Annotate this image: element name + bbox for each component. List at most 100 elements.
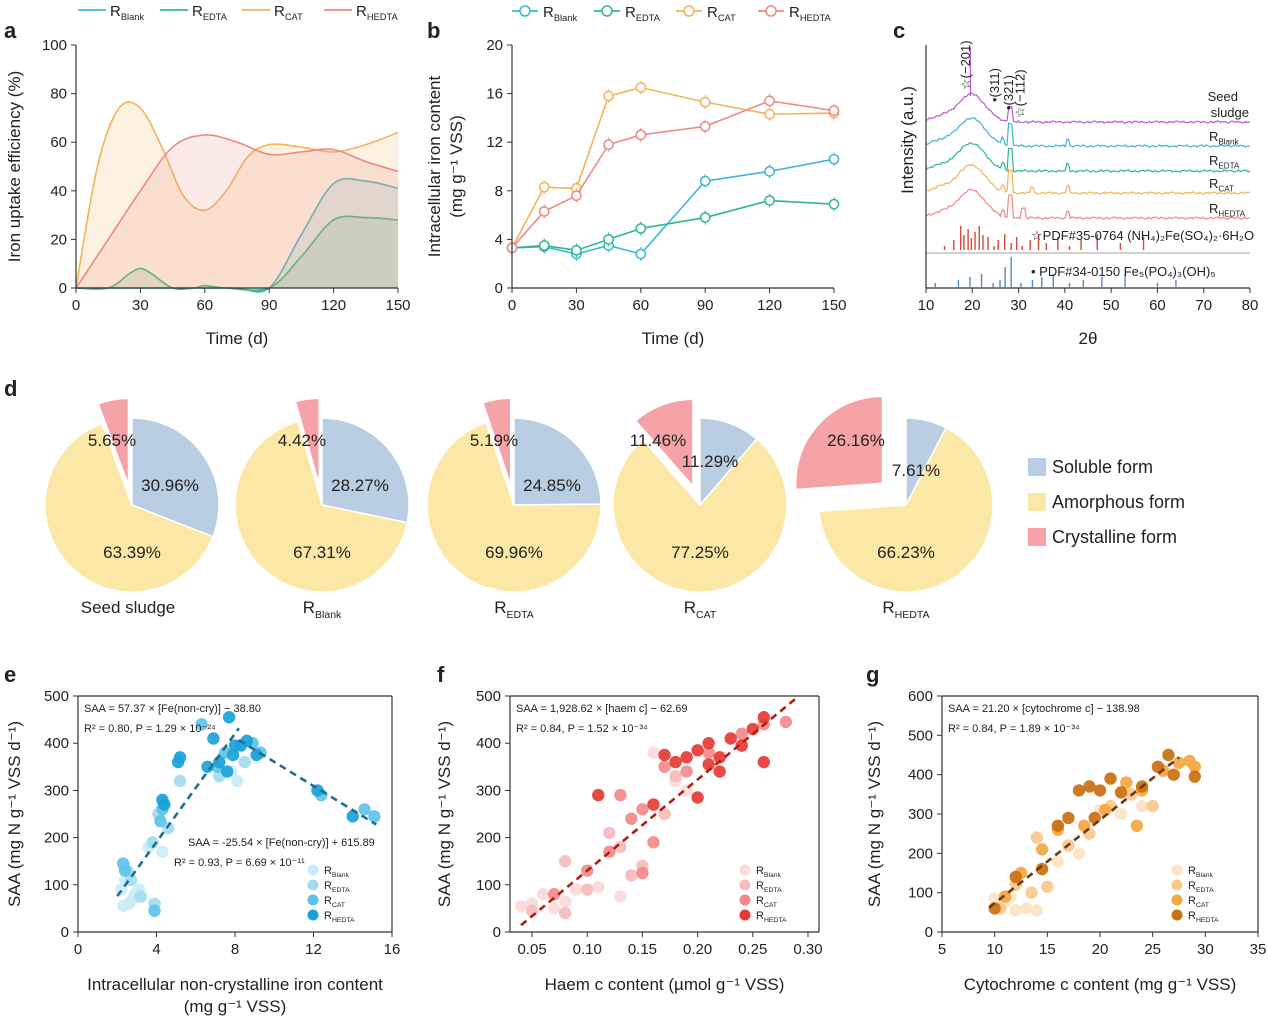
y-tick-label: 100: [44, 877, 69, 894]
x-tick-label: 0.20: [683, 941, 712, 958]
legend-label-hedta: RHEDTA: [356, 3, 398, 22]
y-tick-label: 12: [486, 134, 503, 151]
peak-label: ☆(−112): [1013, 69, 1028, 118]
data-point-edta: [828, 198, 840, 210]
scatter-point: [358, 803, 371, 816]
panel-b: 0 30 60 90 120 150 0 4 8 12 16 20 Time (d) Intracellu…: [425, 4, 847, 348]
series-line-hedta: [511, 100, 835, 249]
scatter-point: [201, 760, 214, 773]
scatter-point: [625, 869, 638, 882]
x-axis-title: Intracellular non-crystalline iron conte…: [87, 975, 383, 994]
pie-slice-soluble: [321, 417, 410, 524]
panel-c: 10 20 30 40 50 60 70 80 2θ Intensity (a.u.) ☆(−201…: [898, 40, 1258, 348]
data-point-edta: [764, 195, 775, 206]
pie-value-label: 4.42%: [278, 431, 326, 450]
x-tick-label: 5: [938, 941, 946, 958]
scatter-point: [1035, 862, 1049, 876]
x-axis-title: Time (d): [642, 329, 705, 348]
x-tick-label: 120: [321, 297, 346, 314]
x-axis-title: Haem c content (µmol g⁻¹ VSS): [545, 975, 785, 994]
scatter-point: [1135, 799, 1149, 813]
y-tick-label: 0: [59, 280, 67, 297]
legend-marker: [307, 909, 319, 921]
peak-label: ☆(−201): [958, 40, 973, 90]
reference-label-2: • PDF#34-0150 Fe₅(PO₄)₃(OH)₅: [1031, 264, 1216, 279]
panel-letter-c: c: [893, 18, 905, 43]
trace-label-seed: Seed: [1208, 89, 1238, 104]
scatter-point: [669, 755, 682, 769]
scatter-point: [1030, 831, 1044, 844]
scatter-point: [603, 826, 616, 840]
data-point-blank: [828, 153, 840, 165]
scatter-point: [1104, 772, 1117, 785]
legend-label: RBlank: [1188, 865, 1214, 879]
x-tick-label: 60: [632, 297, 649, 314]
y-tick-label: 8: [495, 183, 503, 200]
legend-marker: [307, 879, 319, 891]
x-tick-label: 8: [231, 941, 239, 958]
scatter-point: [1083, 780, 1096, 793]
scatter-point: [173, 774, 187, 788]
equation-1: SAA = 1,928.62 × [haem c] − 62.69: [516, 703, 688, 715]
scatter-point: [713, 765, 726, 778]
scatter-point: [647, 798, 660, 811]
series-line-edta: [511, 199, 835, 252]
legend-marker: [739, 894, 751, 906]
legend-marker: [739, 864, 751, 876]
fit-line: [238, 739, 377, 826]
scatter-point: [658, 748, 671, 762]
xrd-trace-0: [925, 92, 1251, 124]
panel-letter-d: d: [4, 376, 17, 401]
legend-label: REDTA: [756, 880, 782, 894]
y-axis-title: SAA (mg N g⁻¹ VSS d⁻¹): [435, 721, 454, 907]
equation-1: SAA = 57.37 × [Fe(non-cry)] − 38.80: [84, 703, 261, 715]
pie-value-label: 7.61%: [892, 461, 940, 480]
x-axis-title-2: (mg g⁻¹ VSS): [184, 997, 287, 1016]
data-point-edta: [699, 212, 711, 223]
x-tick-label: 0: [72, 297, 80, 314]
legend-marker: [1171, 894, 1183, 906]
y-tick-label: 400: [476, 735, 501, 752]
legend-marker-blank: [519, 5, 531, 17]
scatter-point: [1051, 855, 1065, 868]
pie-title: RBlank: [303, 598, 342, 621]
y-tick-label: 40: [50, 183, 67, 200]
area-edta: [76, 216, 398, 291]
pie-slice-amorphous: [612, 437, 788, 593]
scatter-point: [757, 755, 771, 769]
scatter-point: [134, 890, 147, 903]
legend-label-amorphous: Amorphous form: [1052, 492, 1185, 512]
legend-label: RHEDTA: [1188, 910, 1219, 924]
series-line-cat: [75, 101, 399, 289]
scatter-point: [156, 845, 169, 858]
scatter-point: [536, 888, 550, 901]
scatter-point: [368, 810, 381, 823]
series-line-blank: [511, 158, 835, 255]
peak-label: •(321): [1001, 75, 1016, 110]
trace-label-1: RBlank: [1209, 129, 1239, 147]
legend-marker: [307, 864, 319, 876]
y-tick-label: 80: [50, 86, 67, 103]
scatter-point: [1030, 904, 1044, 917]
x-tick-label: 0: [74, 941, 82, 958]
y-tick-label: 600: [908, 688, 933, 705]
y-tick-label: 60: [50, 134, 67, 151]
legend-marker: [307, 894, 319, 906]
scatter-point: [691, 744, 704, 757]
x-tick-label: 150: [385, 297, 410, 314]
scatter-point: [1146, 799, 1159, 813]
scatter-point: [614, 840, 627, 854]
pie-slice-crystalline: [481, 397, 512, 486]
panel-letter-e: e: [4, 662, 16, 687]
reference-label-1: ☆PDF#35-0764 (NH₄)₂Fe(SO₄)₂·6H₂O: [1031, 228, 1254, 243]
x-axis-title: 2θ: [1079, 329, 1098, 348]
scatter-point: [658, 760, 671, 773]
y-tick-label: 400: [908, 767, 933, 784]
y-axis-title: (mg g⁻¹ VSS): [447, 115, 466, 218]
scatter-point: [735, 739, 748, 752]
scatter-point: [158, 798, 171, 811]
area-hedta: [76, 134, 398, 288]
scatter-point: [669, 770, 682, 783]
series-line-cat: [511, 86, 835, 249]
legend-label-cat: RCAT: [707, 4, 736, 23]
